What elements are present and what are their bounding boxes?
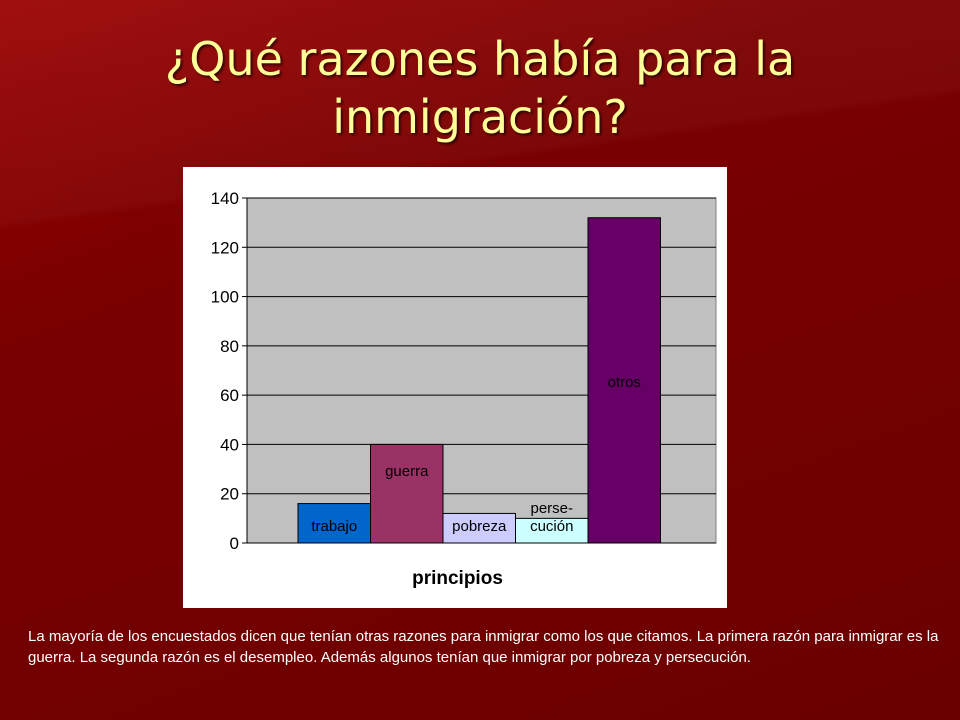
title-line-1: ¿Qué razones había para la (164, 32, 796, 86)
bar-data-label: perse- (530, 500, 573, 517)
slide-caption: La mayoría de los encuestados dicen que … (28, 628, 939, 666)
bar-data-label: guerra (385, 463, 429, 480)
chart-frame: 0 20 40 60 80 100 120 140 trabajo guerra pobreza pe… (183, 167, 727, 608)
bar-data-label: otros (608, 374, 641, 391)
y-tick-label: 60 (220, 386, 239, 405)
x-axis-title: principios (412, 568, 503, 589)
bar-data-label: cución (530, 518, 573, 535)
slide-title: ¿Qué razones había para la inmigración? (60, 30, 900, 146)
y-tick-label: 20 (220, 485, 239, 504)
bar-data-label: trabajo (311, 518, 357, 535)
y-tick-label: 0 (230, 534, 239, 553)
bar-pobreza (442, 512, 516, 544)
bar-otros (587, 217, 661, 544)
y-tick-label: 120 (211, 238, 239, 257)
bar-chart: 0 20 40 60 80 100 120 140 trabajo guerra pobreza pe… (211, 189, 717, 589)
bar-guerra (370, 443, 444, 544)
y-tick-label: 140 (211, 189, 239, 208)
y-tick-label: 80 (220, 337, 239, 356)
y-tick-label: 100 (211, 288, 239, 307)
title-line-2: inmigración? (332, 90, 628, 144)
bar-data-label: pobreza (452, 518, 507, 535)
bar-trabajo (297, 503, 371, 544)
y-tick-label: 40 (220, 435, 239, 454)
